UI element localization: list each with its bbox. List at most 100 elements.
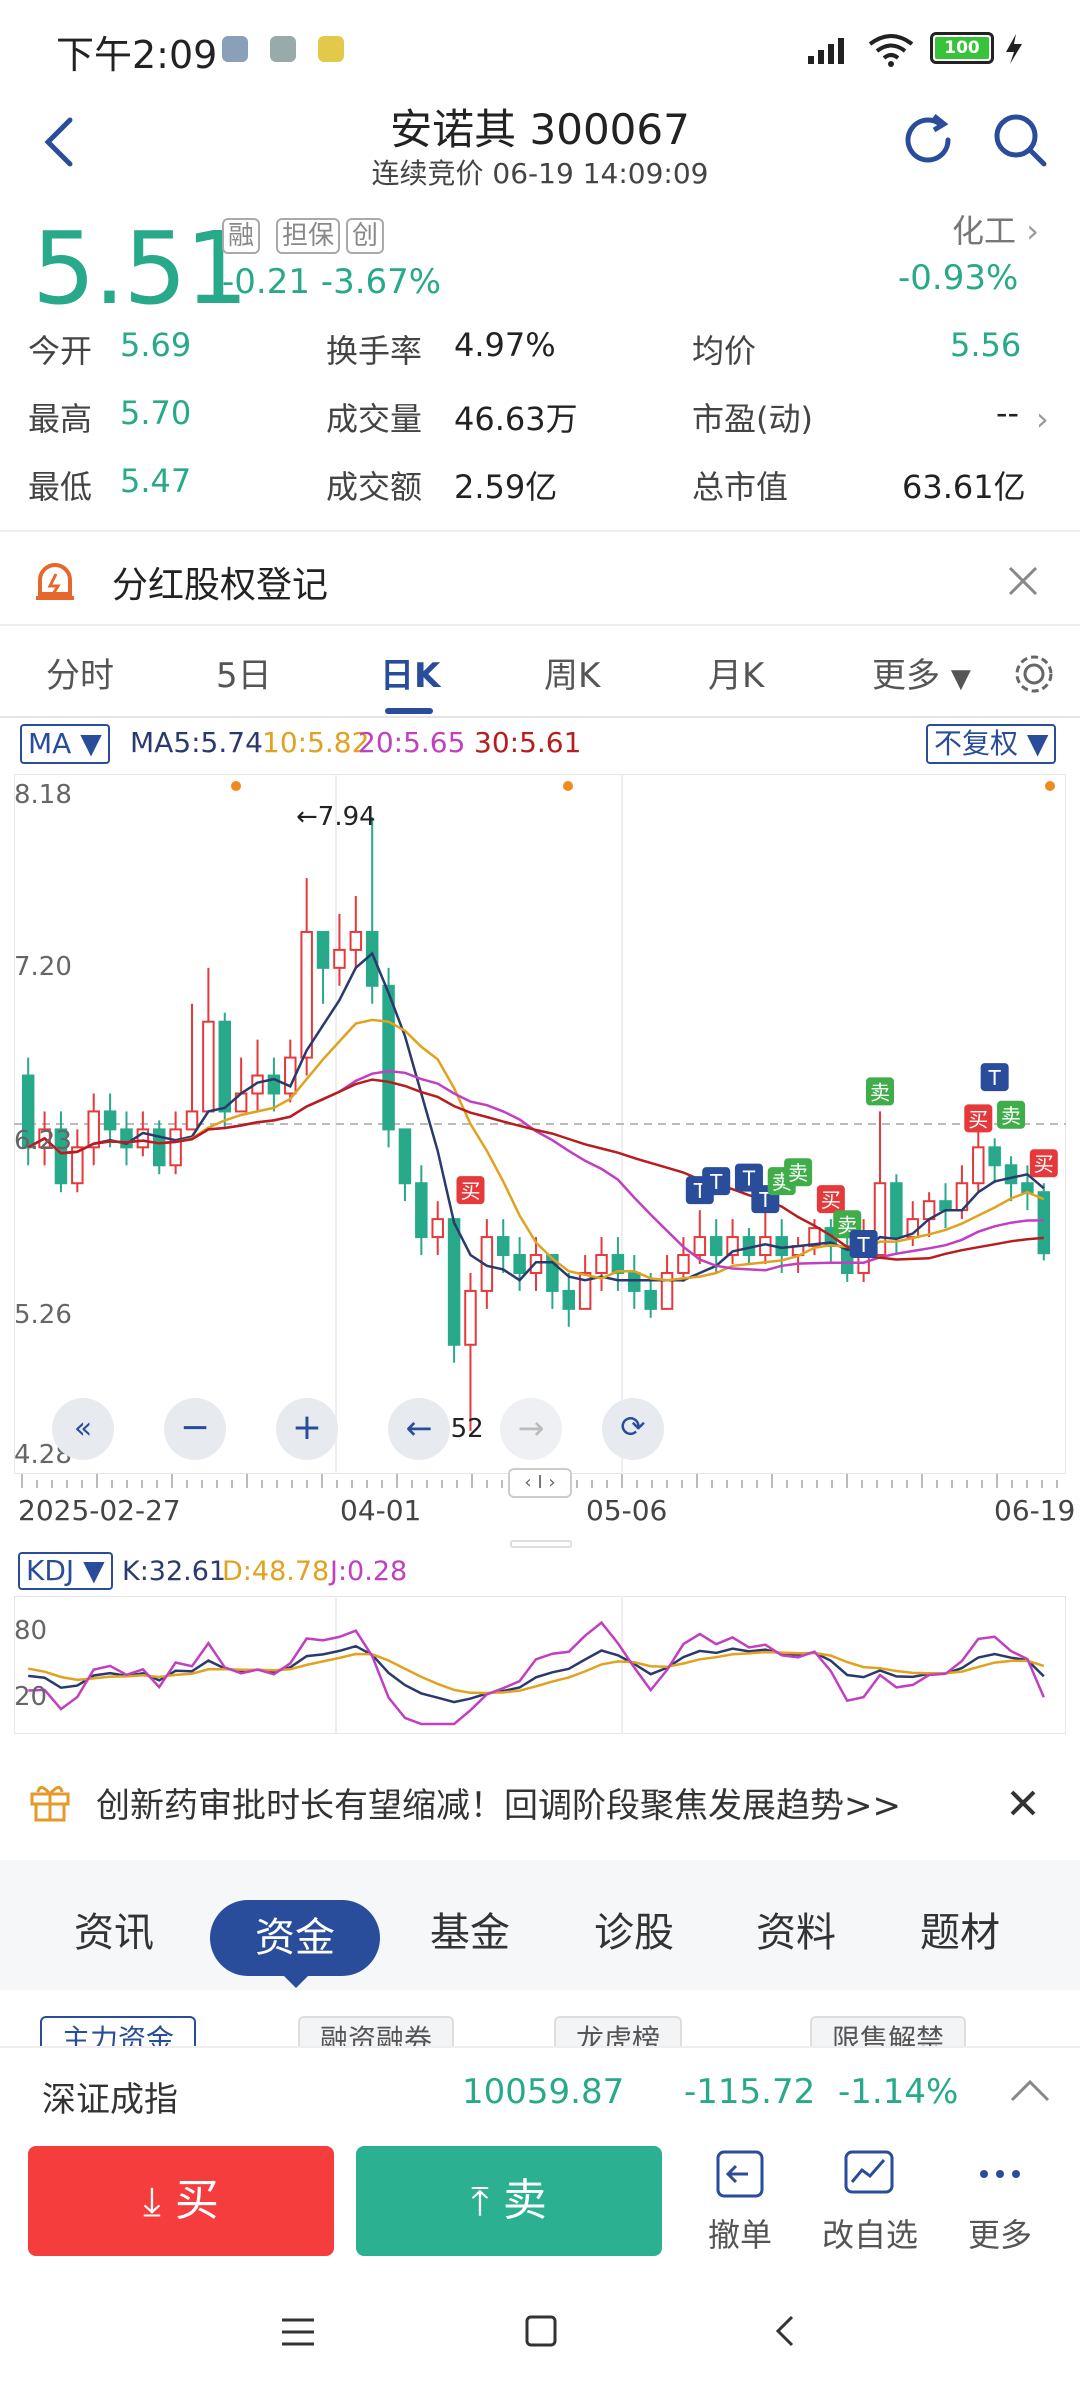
candle-body xyxy=(693,1236,707,1257)
tab-profile[interactable]: 资料 xyxy=(756,1910,836,1956)
back-icon[interactable] xyxy=(36,112,86,172)
candle-body xyxy=(103,1110,117,1131)
y-tick: 5.26 xyxy=(14,1300,72,1330)
tab-news[interactable]: 资讯 xyxy=(74,1910,154,1956)
charging-icon xyxy=(1006,34,1022,64)
chart-splitter[interactable] xyxy=(510,1540,572,1548)
candle-body xyxy=(546,1254,559,1292)
ma5-value: MA5:5.74 xyxy=(130,726,263,759)
high-price: 5.70 xyxy=(120,394,192,432)
refresh-icon[interactable] xyxy=(900,110,960,170)
rewind-icon[interactable]: « xyxy=(52,1398,114,1460)
avg-price: 5.56 xyxy=(950,326,1022,364)
industry-change: -0.93% xyxy=(898,258,1019,298)
x-tick: 04-01 xyxy=(340,1494,422,1527)
timeline-ruler[interactable] xyxy=(14,1472,1066,1490)
event-marker xyxy=(1045,781,1055,791)
tab-5day[interactable]: 5日 xyxy=(216,656,272,696)
gift-icon xyxy=(30,1786,70,1822)
kdj-frame xyxy=(14,1596,1066,1734)
nav-back-icon[interactable] xyxy=(770,2314,800,2348)
margin-tag: 融 xyxy=(222,218,261,254)
kdj-k-line xyxy=(28,1644,1045,1704)
low-price: 5.47 xyxy=(120,462,192,500)
tab-theme[interactable]: 题材 xyxy=(920,1910,1000,1956)
industry-link[interactable]: 化工 › xyxy=(952,212,1039,250)
candle-body xyxy=(660,1271,674,1310)
zoom-out-icon[interactable]: − xyxy=(164,1398,226,1460)
adjust-selector[interactable]: 不复权 ▼ xyxy=(926,724,1057,764)
kdj-tick: 80 xyxy=(14,1616,48,1646)
ma-selector[interactable]: MA ▼ xyxy=(20,724,110,764)
tab-weekly-k[interactable]: 周K xyxy=(544,656,601,696)
tab-diagnosis[interactable]: 诊股 xyxy=(594,1910,674,1956)
candle-body xyxy=(611,1254,625,1274)
collateral-tag: 担保 xyxy=(276,218,341,254)
candle-body xyxy=(513,1254,526,1274)
candle-body xyxy=(349,930,363,951)
candle-body xyxy=(185,1110,199,1131)
candle-body xyxy=(1004,1164,1018,1185)
stock-header: 安诺其 300067 连续竞价 06-19 14:09:09 xyxy=(0,90,1080,200)
gear-icon[interactable] xyxy=(1010,650,1058,698)
tab-daily-k[interactable]: 日K xyxy=(380,656,441,696)
x-tick: 06-19 xyxy=(994,1494,1076,1527)
dividend-notice[interactable]: 分红股权登记 xyxy=(0,530,1080,626)
next-icon[interactable]: → xyxy=(500,1398,562,1460)
kdj-chart[interactable] xyxy=(14,1596,1066,1734)
index-bar[interactable]: 深证成指 10059.87 -115.72 -1.14% xyxy=(0,2046,1080,2138)
system-nav-bar xyxy=(0,2280,1080,2400)
candle-body xyxy=(71,1146,84,1185)
candle-body xyxy=(316,930,330,969)
home-icon[interactable] xyxy=(524,2314,558,2348)
kdj-d: D:48.78 xyxy=(222,1556,330,1587)
prev-icon[interactable]: ← xyxy=(388,1398,450,1460)
x-tick: 2025-02-27 xyxy=(18,1494,181,1527)
rotate-icon[interactable]: ⟳ xyxy=(602,1398,664,1460)
tab-monthly-k[interactable]: 月K xyxy=(708,656,765,696)
cancel-order-button[interactable]: 撤单 xyxy=(680,2146,800,2256)
chevron-up-icon[interactable] xyxy=(1010,2078,1050,2104)
candle-body xyxy=(21,1074,35,1149)
candle-body xyxy=(677,1254,690,1274)
chevron-right-icon[interactable]: › xyxy=(1036,400,1049,438)
turnover-amount: 2.59亿 xyxy=(454,468,558,506)
tab-funds[interactable]: 资金 xyxy=(210,1900,380,1976)
candle-body xyxy=(300,930,313,1059)
more-icon xyxy=(980,2170,1020,2178)
sell-button[interactable]: ⤒ 卖 xyxy=(356,2146,662,2256)
signal-label: 买 xyxy=(460,1179,480,1203)
candle-body xyxy=(218,1020,232,1113)
buy-button[interactable]: ⤓ 买 xyxy=(28,2146,334,2256)
signal-icon xyxy=(808,38,844,64)
close-icon[interactable] xyxy=(1008,1788,1038,1818)
section-tabs: 资讯 资金 基金 诊股 资料 题材 xyxy=(0,1860,1080,1990)
close-icon[interactable] xyxy=(1006,564,1040,598)
search-icon[interactable] xyxy=(990,110,1050,170)
news-banner[interactable]: 创新药审批时长有望缩减！回调阶段聚焦发展趋势>> xyxy=(0,1752,1080,1852)
tab-fund[interactable]: 基金 xyxy=(430,1910,510,1956)
more-button[interactable]: 更多 xyxy=(940,2146,1060,2256)
message-icon xyxy=(270,36,296,62)
signal-label: 买 xyxy=(968,1107,988,1131)
kdj-selector[interactable]: KDJ ▼ xyxy=(18,1552,113,1590)
candle-body xyxy=(365,930,379,987)
signal-label: 卖 xyxy=(1001,1104,1021,1128)
edit-watchlist-button[interactable]: 改自选 xyxy=(810,2146,930,2256)
drag-handle-icon[interactable]: ‹ I › xyxy=(508,1468,572,1498)
signal-label: T xyxy=(857,1233,871,1257)
tab-intraday[interactable]: 分时 xyxy=(46,656,114,696)
tab-more[interactable]: 更多 ▼ xyxy=(872,656,971,696)
candle-body xyxy=(562,1289,576,1310)
event-marker xyxy=(563,781,573,791)
candle-body xyxy=(1037,1191,1051,1255)
signal-badge xyxy=(784,1158,813,1187)
index-pct: -1.14% xyxy=(838,2072,959,2112)
trading-status: 连续竞价 06-19 14:09:09 xyxy=(371,157,709,190)
candle-body xyxy=(202,1020,215,1113)
zoom-in-icon[interactable]: + xyxy=(276,1398,338,1460)
menu-icon[interactable] xyxy=(280,2316,316,2348)
y-tick: 6.23 xyxy=(14,1126,72,1156)
app-icon xyxy=(318,36,344,62)
